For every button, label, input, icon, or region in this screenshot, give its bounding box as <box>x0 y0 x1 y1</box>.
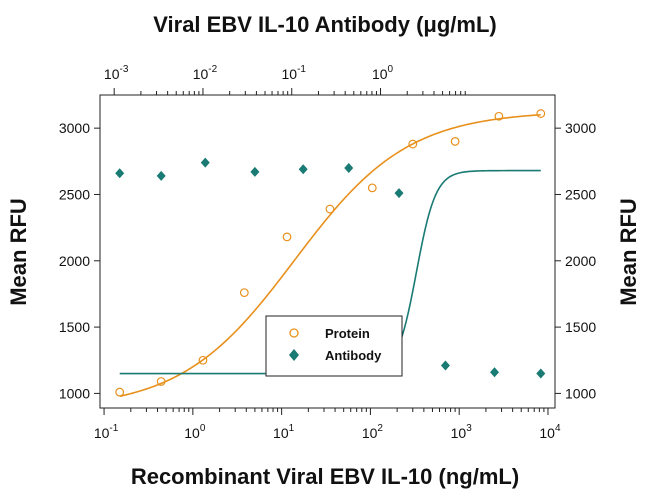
x-tick-label: 103 <box>451 423 473 441</box>
y-tick-label-right: 2000 <box>565 253 596 269</box>
data-point-protein <box>325 204 335 214</box>
legend-marker-protein <box>289 328 299 338</box>
plot-frame <box>99 94 556 409</box>
y-tick-label-right: 3000 <box>565 120 596 136</box>
data-point-protein <box>450 137 460 146</box>
data-point-protein <box>282 232 292 242</box>
data-point-antibody <box>115 168 125 179</box>
data-point-protein <box>115 387 125 397</box>
data-point-antibody <box>250 166 260 177</box>
data-point-antibody <box>490 367 500 378</box>
data-point-antibody <box>440 360 450 371</box>
top-tick-label: 10-1 <box>281 64 306 82</box>
data-point-protein <box>536 109 546 118</box>
data-points <box>115 109 546 397</box>
y-tick-label-left: 3000 <box>59 120 90 136</box>
top-tick-label: 10-3 <box>104 64 129 82</box>
legend-label-protein: Protein <box>325 326 370 341</box>
x-tick-label: 102 <box>362 423 384 441</box>
x-tick-label: 101 <box>273 423 295 441</box>
data-point-antibody <box>200 157 210 168</box>
axis-ticks: 10-1 100 101 102 103 104 10-3 10-2 10-1 100 1000 10… <box>59 64 597 441</box>
y-tick-label-right: 2500 <box>565 186 596 202</box>
data-point-antibody <box>394 188 404 199</box>
legend-marker-antibody <box>289 349 299 361</box>
data-point-protein <box>239 288 249 298</box>
y-tick-label-left: 2500 <box>59 186 90 202</box>
y-tick-label-left: 1500 <box>59 319 90 335</box>
top-axis-title: Viral EBV IL-10 Antibody (μg/mL) <box>153 12 497 37</box>
legend: Protein Antibody <box>265 315 403 377</box>
y-tick-label-right: 1500 <box>565 319 596 335</box>
x-tick-label: 10-1 <box>94 423 119 441</box>
data-point-antibody <box>536 368 546 379</box>
x-axis-title: Recombinant Viral EBV IL-10 (ng/mL) <box>131 464 519 489</box>
data-point-protein <box>367 183 377 193</box>
y-tick-label-right: 1000 <box>565 385 596 401</box>
x-tick-label: 104 <box>539 423 561 441</box>
y-axis-title-right: Mean RFU <box>616 198 641 306</box>
legend-box <box>265 315 403 377</box>
x-tick-label: 100 <box>184 423 206 441</box>
data-point-antibody <box>344 162 354 173</box>
data-point-protein <box>408 139 418 149</box>
data-point-protein <box>198 355 208 365</box>
legend-label-antibody: Antibody <box>325 348 382 363</box>
y-tick-label-left: 1000 <box>59 385 90 401</box>
data-point-protein <box>156 377 166 386</box>
y-axis-title-left: Mean RFU <box>6 198 31 306</box>
data-point-antibody <box>298 164 308 175</box>
y-tick-label-left: 2000 <box>59 253 90 269</box>
top-tick-label: 10-2 <box>193 64 218 82</box>
fit-curve-protein <box>119 113 541 398</box>
data-point-antibody <box>156 170 166 181</box>
top-tick-label: 100 <box>372 64 394 82</box>
data-point-protein <box>494 111 504 121</box>
